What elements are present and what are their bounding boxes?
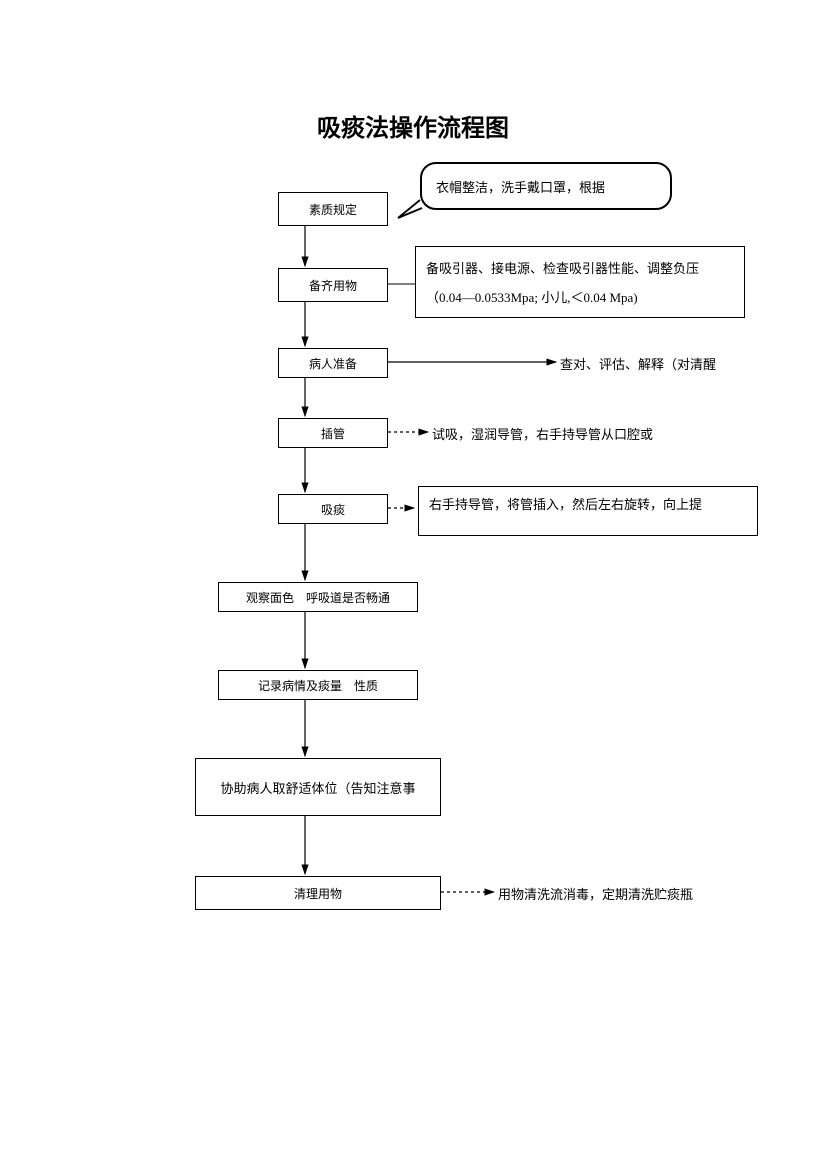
note-3: 查对、评估、解释（对清醒	[560, 354, 716, 373]
node-6: 观察面色 呼吸道是否畅通	[218, 582, 418, 612]
note-1: 衣帽整洁，洗手戴口罩，根据	[420, 162, 672, 210]
node-9: 清理用物	[195, 876, 441, 910]
note-2: 备吸引器、接电源、检查吸引器性能、调整负压（0.04—0.0533Mpa; 小儿…	[415, 246, 745, 318]
node-3: 病人准备	[278, 348, 388, 378]
note-6: 用物清洗流消毒，定期清洗贮痰瓶	[498, 884, 693, 903]
node-8: 协助病人取舒适体位（告知注意事	[195, 758, 441, 816]
node-1: 素质规定	[278, 192, 388, 226]
node-7: 记录病情及痰量 性质	[218, 670, 418, 700]
note-4: 试吸，湿润导管，右手持导管从口腔或	[432, 424, 653, 443]
note-5: 右手持导管，将管插入，然后左右旋转，向上提	[418, 486, 758, 536]
page-title: 吸痰法操作流程图	[0, 108, 826, 143]
node-2: 备齐用物	[278, 268, 388, 302]
node-5: 吸痰	[278, 494, 388, 524]
node-4: 插管	[278, 418, 388, 448]
